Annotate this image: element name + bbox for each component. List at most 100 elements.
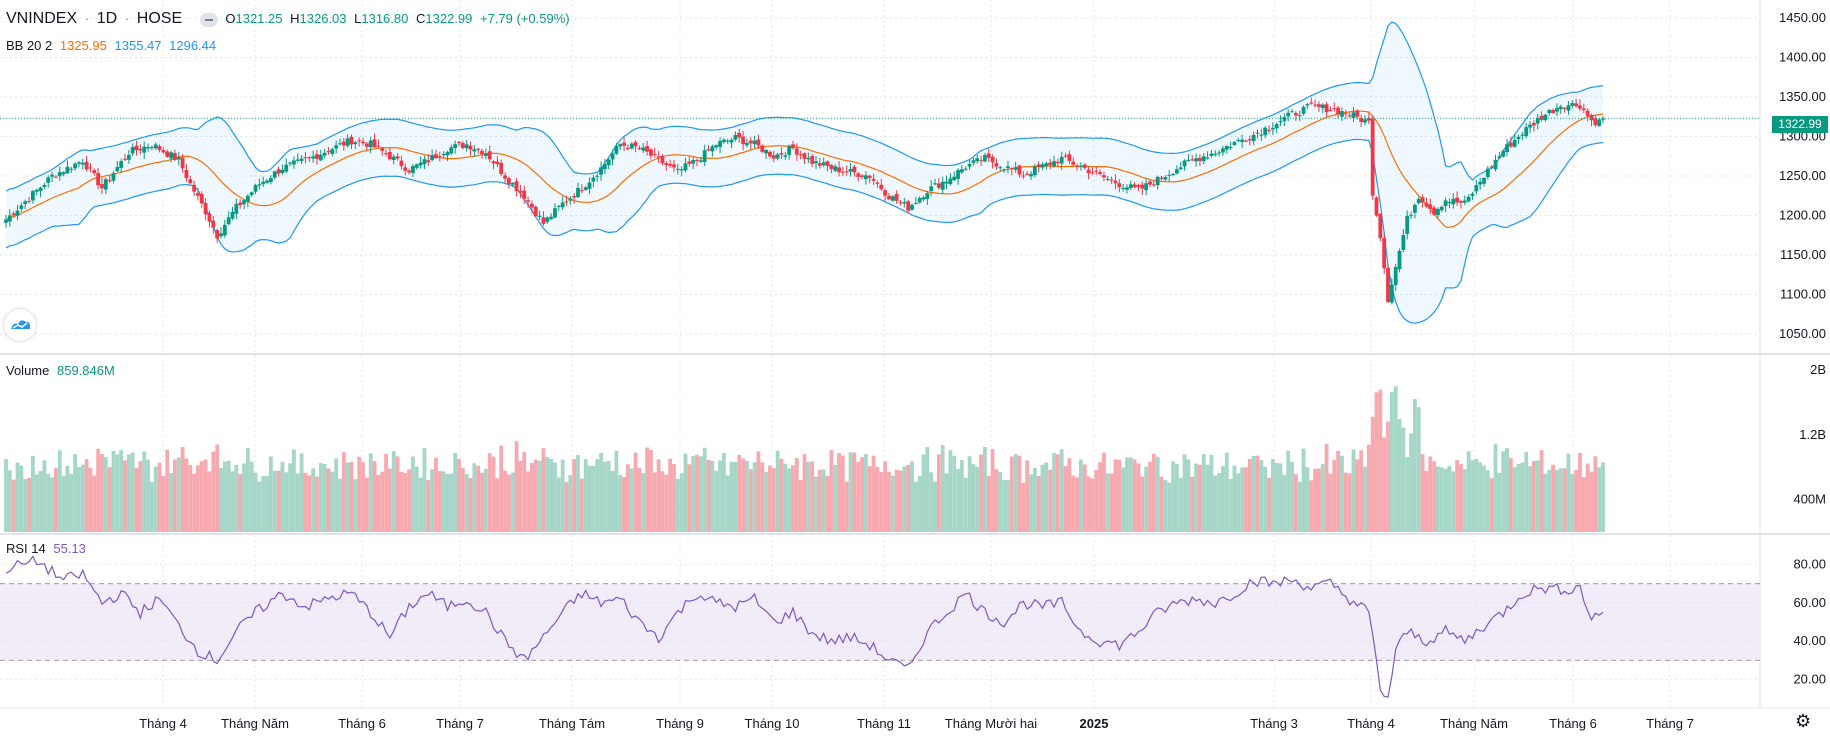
candle: [1366, 117, 1371, 121]
candle: [1382, 238, 1387, 269]
candle: [1002, 169, 1007, 171]
candle: [783, 155, 788, 157]
candle: [817, 163, 822, 166]
volume-bar: [1474, 458, 1479, 532]
candle: [1040, 164, 1045, 168]
volume-bar: [1055, 454, 1060, 532]
volume-bar: [1205, 464, 1210, 532]
candle: [434, 154, 438, 159]
volume-bar: [902, 466, 907, 532]
candle: [480, 150, 484, 155]
symbol-name[interactable]: VNINDEX: [6, 10, 78, 27]
volume-bar: [391, 451, 396, 532]
volume-bar: [821, 469, 826, 532]
candle: [1447, 201, 1452, 203]
minus-pill-icon[interactable]: [199, 12, 218, 27]
rsi-tick-label: 80.00: [1793, 557, 1826, 572]
volume-bar: [1059, 449, 1064, 532]
candle: [149, 147, 154, 149]
candle: [633, 142, 638, 147]
volume-bar: [134, 467, 139, 532]
candle: [330, 149, 335, 154]
volume-bar: [1343, 472, 1348, 532]
volume-bar: [265, 475, 269, 532]
volume-bar: [1159, 476, 1164, 532]
volume-bar: [894, 469, 899, 532]
volume-bar: [338, 478, 342, 532]
tradingview-cloud-icon[interactable]: [4, 309, 36, 341]
symbol-legend[interactable]: VNINDEX · 1D · HOSE O1321.25 H1326.03 L1…: [6, 10, 570, 27]
volume-bar: [115, 454, 120, 532]
candle: [157, 146, 162, 151]
candle: [806, 157, 811, 160]
volume-bar: [203, 459, 208, 532]
rsi-legend[interactable]: RSI 14 55.13: [6, 541, 90, 556]
volume-bar: [219, 467, 223, 532]
candle: [975, 158, 980, 162]
volume-bar: [1420, 454, 1425, 532]
candle: [829, 164, 834, 169]
candle: [933, 183, 937, 185]
candle: [414, 164, 419, 168]
candle: [391, 156, 396, 161]
candle: [146, 147, 150, 149]
close-value: 1322.99: [425, 11, 473, 26]
candle: [1274, 124, 1279, 129]
x-tick-label: Tháng 4: [139, 716, 187, 731]
volume-bar: [986, 476, 991, 532]
volume-bar: [576, 454, 580, 532]
candle: [952, 176, 957, 181]
volume-bar: [695, 454, 699, 532]
volume-bar: [879, 471, 884, 532]
candle: [1052, 161, 1056, 167]
volume-bar: [1032, 467, 1037, 532]
volume-bar: [1555, 469, 1559, 532]
volume-bar: [637, 468, 642, 532]
volume-bar: [840, 455, 845, 532]
candle: [514, 181, 519, 192]
volume-legend[interactable]: Volume 859.846M: [6, 363, 119, 378]
volume-bar: [1217, 472, 1222, 532]
candle: [422, 159, 427, 165]
candle: [959, 169, 964, 173]
candle: [1009, 168, 1014, 170]
bb-lower-line: [5, 138, 1604, 324]
volume-bar: [768, 465, 772, 532]
gear-icon[interactable]: ⚙: [1795, 711, 1812, 731]
candle: [913, 202, 918, 204]
volume-bar: [579, 478, 584, 532]
bb-legend[interactable]: BB 20 2 1325.95 1355.47 1296.44: [6, 38, 220, 53]
rsi-label[interactable]: RSI 14: [6, 541, 46, 556]
bb-label[interactable]: BB 20 2: [6, 38, 53, 53]
candle: [614, 145, 619, 154]
candle: [1270, 127, 1275, 130]
volume-bar: [364, 477, 369, 532]
candle: [249, 192, 254, 195]
volume-label[interactable]: Volume: [6, 363, 50, 378]
candle: [1293, 112, 1298, 116]
candle: [1578, 105, 1582, 109]
candle: [261, 181, 266, 185]
candle: [242, 200, 246, 205]
volume-bar: [533, 459, 538, 532]
candle: [1328, 109, 1333, 111]
candle: [1393, 266, 1398, 286]
volume-bar: [595, 459, 600, 532]
volume-bar: [1174, 463, 1179, 532]
candle: [768, 151, 772, 157]
volume-bar: [422, 448, 427, 532]
candle: [1585, 110, 1590, 116]
volume-bar: [92, 475, 97, 532]
candle: [1247, 139, 1252, 141]
volume-bar: [1136, 463, 1141, 532]
candle: [1566, 105, 1571, 111]
volume-bar: [660, 471, 665, 532]
volume-bar: [253, 472, 258, 532]
candle: [606, 159, 611, 166]
interval[interactable]: 1D: [96, 10, 118, 27]
volume-bar: [1328, 473, 1333, 532]
candle: [437, 156, 442, 158]
volume-bar: [257, 481, 262, 532]
candle: [1601, 118, 1605, 120]
